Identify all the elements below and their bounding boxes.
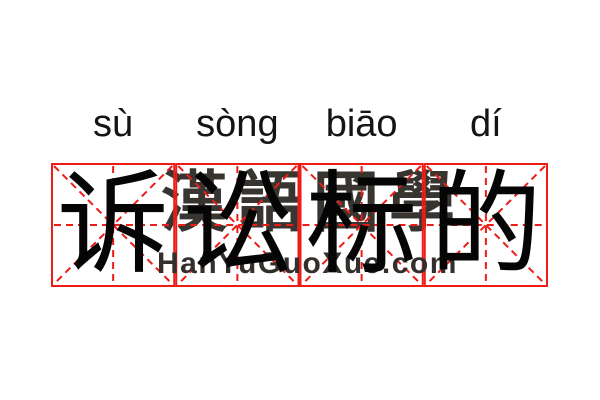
pinyin-syllable: biāo — [325, 103, 398, 145]
pinyin-row: sù sòng biāo dí — [51, 100, 548, 148]
pinyin-syllable: sù — [93, 103, 134, 145]
pinyin-syllable: dí — [470, 103, 502, 145]
watermark-site: HanYuGuoXue.com — [157, 247, 458, 280]
tianzige-grid — [51, 163, 548, 287]
pinyin-syllable: sòng — [196, 103, 279, 145]
